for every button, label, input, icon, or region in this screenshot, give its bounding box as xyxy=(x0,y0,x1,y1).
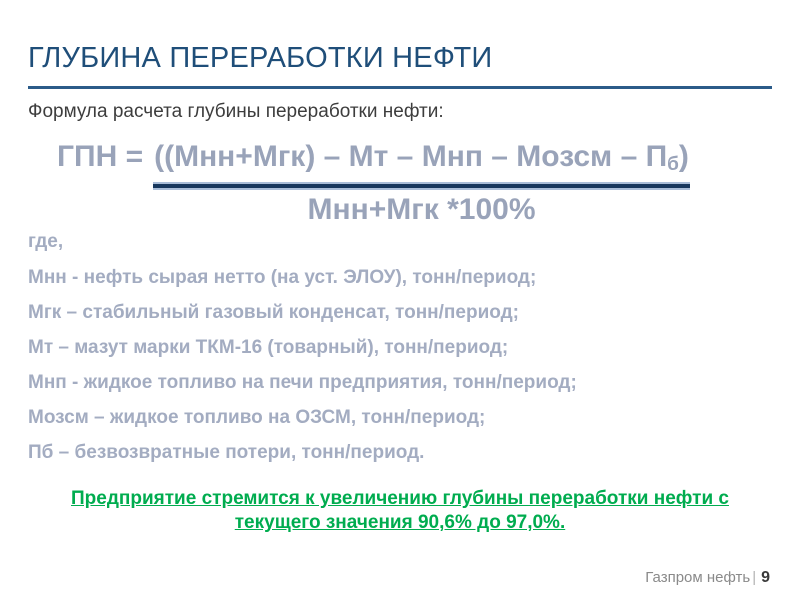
numerator-main-text: ((Мнн+Мгк) – Мт – Мнп – Мозсм – П xyxy=(154,140,668,173)
fraction-denominator: Мнн+Мгк *100% xyxy=(307,193,536,226)
definition-item: Мгк – стабильный газовый конденсат, тонн… xyxy=(28,302,520,323)
definition-item: Мнн - нефть сырая нетто (на уст. ЭЛОУ), … xyxy=(28,267,537,288)
definitions-list: Мнн - нефть сырая нетто (на уст. ЭЛОУ), … xyxy=(28,268,577,478)
definition-item: Мнп - жидкое топливо на печи предприятия… xyxy=(28,372,577,393)
fraction-numerator: ((Мнн+Мгк) – Мт – Мнп – Мозсм – Пб) xyxy=(153,139,690,179)
fraction-bar xyxy=(153,182,690,190)
footer-separator: | xyxy=(752,569,757,586)
definition-item: Пб – безвозвратные потери, тонн/период. xyxy=(28,442,425,463)
footer-brand: Газпром нефть xyxy=(645,569,751,586)
highlight-statement: Предприятие стремится к увеличению глуби… xyxy=(40,487,760,535)
numerator-subscript: б xyxy=(667,154,679,175)
numerator-close-paren: ) xyxy=(678,140,689,173)
formula-fraction: ((Мнн+Мгк) – Мт – Мнп – Мозсм – Пб) Мнн+… xyxy=(153,139,690,228)
title-underline-rule xyxy=(28,86,772,89)
formula-lhs: ГПН = xyxy=(57,140,144,173)
slide-title: ГЛУБИНА ПЕРЕРАБОТКИ НЕФТИ xyxy=(28,42,493,74)
definition-item: Мт – мазут марки ТКМ-16 (товарный), тонн… xyxy=(28,337,509,358)
highlight-line-1: Предприятие стремится к увеличению глуби… xyxy=(71,488,729,509)
page-number: 9 xyxy=(761,569,770,586)
slide-footer: Газпром нефть | 9 xyxy=(645,569,770,587)
highlight-line-2: текущего значения 90,6% до 97,0%. xyxy=(234,512,566,533)
definition-item: Мозсм – жидкое топливо на ОЗСМ, тонн/пер… xyxy=(28,407,486,428)
formula-intro-text: Формула расчета глубины переработки нефт… xyxy=(28,101,444,122)
formula-block: ГПН = ((Мнн+Мгк) – Мт – Мнп – Мозсм – Пб… xyxy=(57,139,690,228)
where-label: где, xyxy=(28,231,64,252)
